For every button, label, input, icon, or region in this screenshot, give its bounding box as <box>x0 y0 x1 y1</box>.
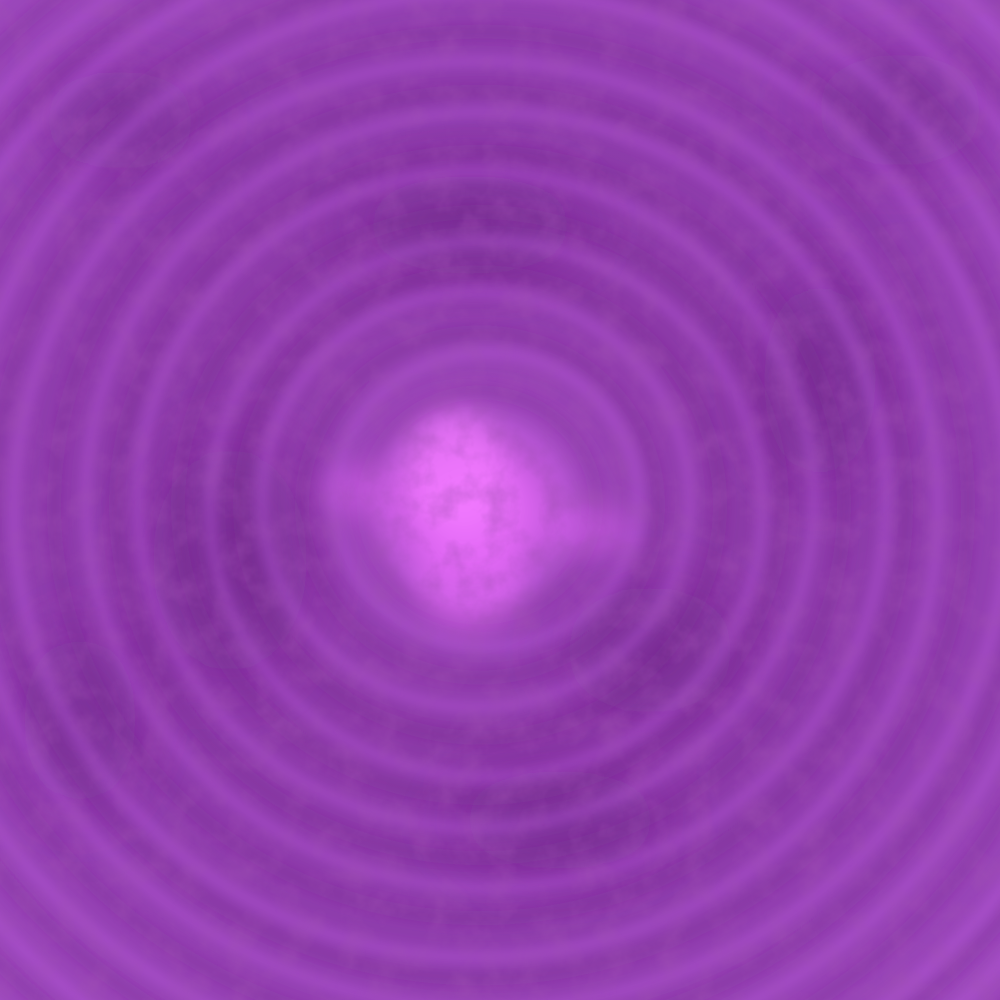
noise-texture <box>0 0 1000 1000</box>
ring-pattern-canvas <box>0 0 1000 1000</box>
ring-pattern-image <box>0 0 1000 1000</box>
